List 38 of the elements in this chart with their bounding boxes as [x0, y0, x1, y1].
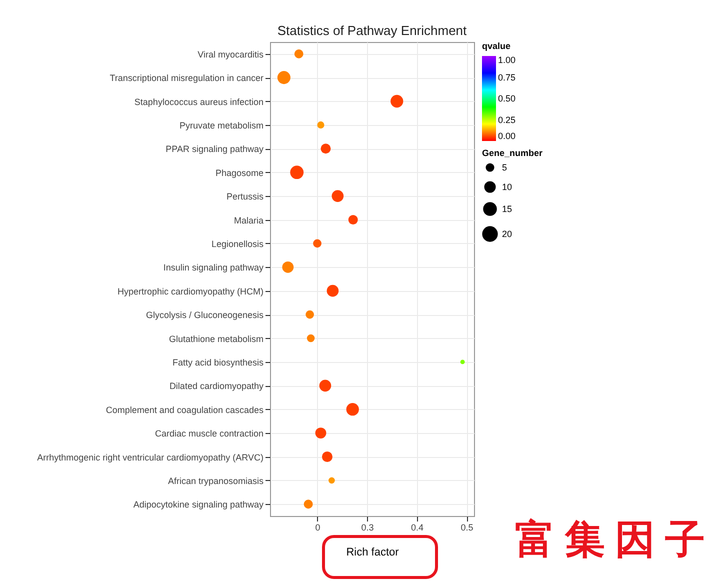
- legend-label: 10: [502, 182, 512, 192]
- x-tick-label: 0.5: [460, 522, 474, 532]
- y-tick-label: Legionellosis: [211, 238, 264, 249]
- legend-label: 15: [502, 204, 512, 214]
- x-tick-label: 0.4: [411, 522, 424, 532]
- y-tick-label: Transcriptional misregulation in cancer: [110, 73, 264, 84]
- y-tick-label: PPAR signaling pathway: [166, 144, 264, 154]
- legend-label: 5: [502, 162, 508, 172]
- y-tick-label: African trypanosomiasis: [168, 476, 264, 486]
- y-tick-label: Phagosome: [215, 168, 264, 178]
- y-tick-label: Insulin signaling pathway: [163, 262, 264, 273]
- color-bar-label: 0.50: [498, 94, 516, 104]
- y-tick-label: Adipocytokine signaling pathway: [133, 500, 264, 510]
- color-bar-label: 0.00: [498, 131, 516, 141]
- y-tick-label: Hypertrophic cardiomyopathy (HCM): [117, 286, 264, 296]
- x-axis-title: Rich factor: [346, 546, 400, 558]
- color-bar-title: qvalue: [482, 41, 511, 51]
- y-tick-label: Pyruvate metabolism: [179, 120, 264, 130]
- y-tick-label: Glycolysis / Gluconeogenesis: [146, 310, 264, 320]
- y-tick-label: Viral myocarditis: [198, 49, 264, 60]
- y-tick-label: Staphylococcus aureus infection: [134, 96, 264, 107]
- text: 富集因子: [515, 516, 715, 565]
- y-tick-label: Fatty acid biosynthesis: [172, 357, 264, 368]
- legend-title: Gene_number: [482, 148, 544, 158]
- x-tick-label: 0.3: [361, 522, 374, 532]
- y-tick-label: Malaria: [234, 215, 264, 226]
- y-tick-label: Complement and coagulation cascades: [106, 404, 264, 415]
- color-bar-label: 0.75: [498, 72, 516, 82]
- chart-title: Statistics of Pathway Enrichment: [277, 23, 468, 38]
- y-tick-label: Dilated cardiomyopathy: [169, 381, 264, 392]
- x-tick-label: 0: [315, 522, 320, 532]
- y-tick-label: Glutathione metabolism: [168, 334, 264, 344]
- y-tick-label: Cardiac muscle contraction: [154, 428, 264, 439]
- y-tick-label: Arrhythmogenic right ventricular cardiomyopathy (ARVC): [37, 452, 264, 462]
- y-tick-label: Pertussis: [226, 192, 264, 202]
- color-bar-label: 1.00: [498, 55, 516, 65]
- legend-label: 20: [502, 229, 512, 239]
- color-bar-label: 0.25: [498, 114, 516, 125]
